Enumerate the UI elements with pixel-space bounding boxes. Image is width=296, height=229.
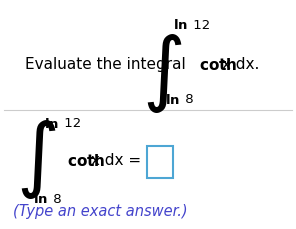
Text: $\mathbf{coth}$: $\mathbf{coth}$	[67, 153, 106, 169]
Text: $\mathbf{coth}$: $\mathbf{coth}$	[199, 57, 238, 73]
Text: $\mathbf{ln}$: $\mathbf{ln}$	[44, 117, 59, 131]
Text: 12: 12	[189, 19, 210, 32]
Text: $\mathbf{ln}$: $\mathbf{ln}$	[173, 18, 188, 32]
Text: 8: 8	[49, 193, 62, 206]
Text: 8: 8	[181, 93, 194, 106]
Text: (Type an exact answer.): (Type an exact answer.)	[13, 204, 188, 218]
Text: 12: 12	[60, 117, 81, 130]
Text: Evaluate the integral: Evaluate the integral	[25, 57, 186, 72]
Text: $\int$: $\int$	[16, 119, 57, 201]
Text: x dx.: x dx.	[217, 57, 259, 72]
Text: $\mathbf{ln}$: $\mathbf{ln}$	[33, 192, 48, 206]
Text: x dx =: x dx =	[86, 153, 141, 168]
Text: $\mathbf{ln}$: $\mathbf{ln}$	[165, 93, 180, 107]
Text: $\int$: $\int$	[142, 33, 183, 115]
FancyBboxPatch shape	[147, 146, 173, 178]
